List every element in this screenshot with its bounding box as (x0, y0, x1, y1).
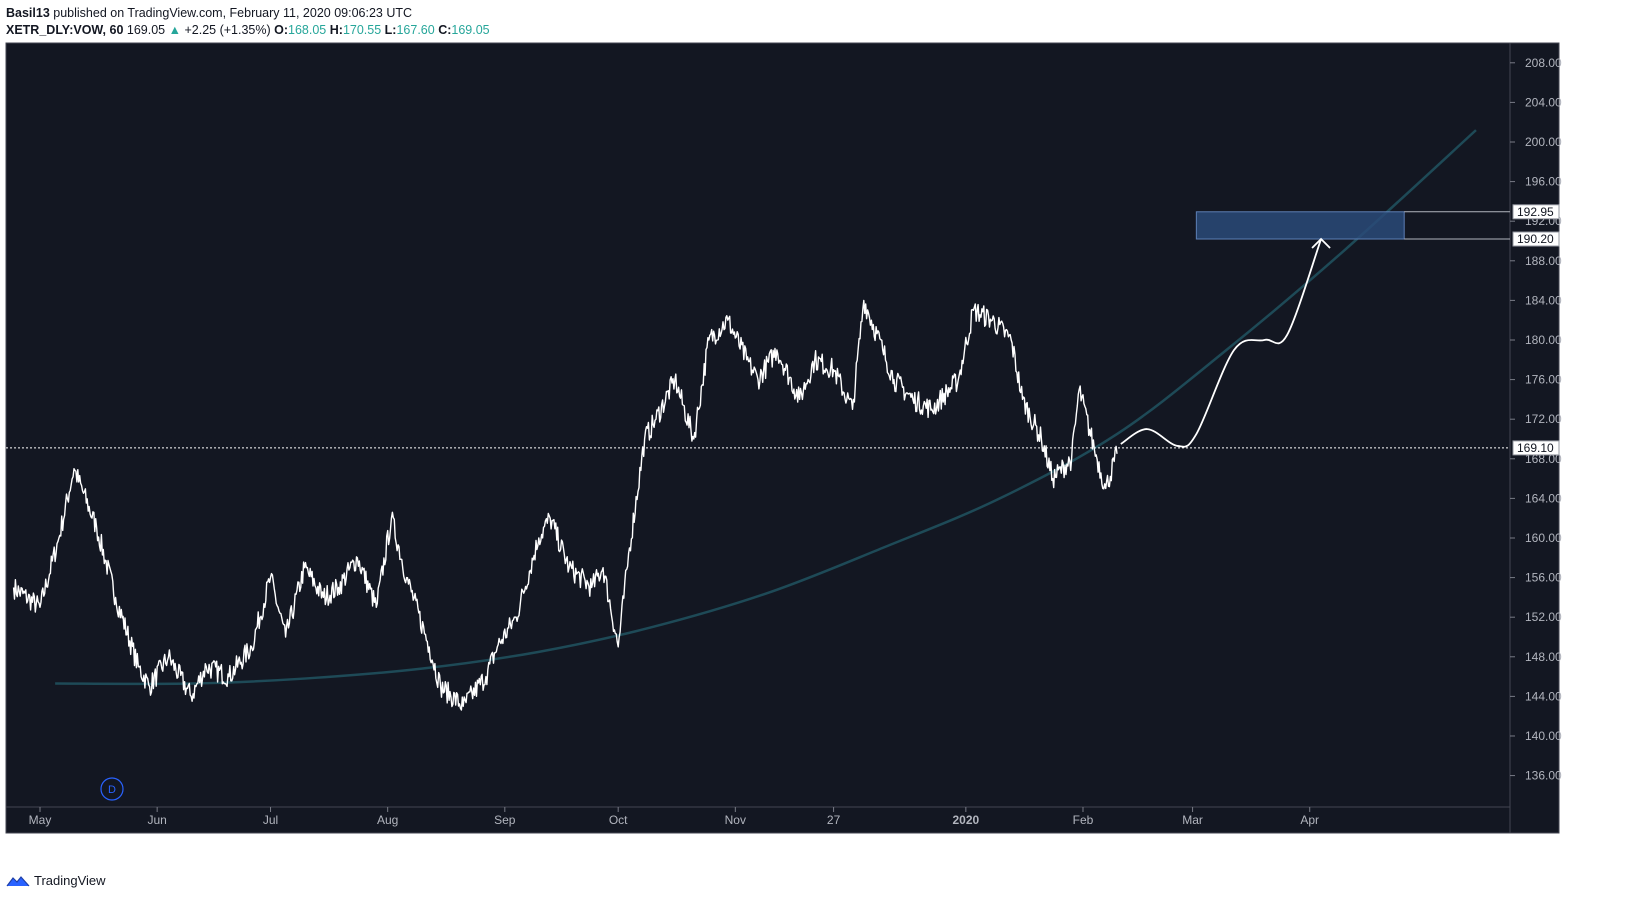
time-axis[interactable]: May Jun Jul Aug Sep Oct Nov 27 2020 Feb Mar Apr (6, 806, 1510, 827)
y-tick-label: 172.00 (1525, 412, 1562, 426)
zone-bottom-label-box (1512, 231, 1560, 247)
close-value: 169.05 (451, 23, 490, 37)
y-tick-label: 184.00 (1525, 293, 1562, 307)
x-tick-label: Apr (1300, 813, 1319, 827)
x-tick-label: 27 (827, 813, 841, 827)
y-tick-label: 156.00 (1525, 571, 1562, 585)
chart-background (5, 42, 1560, 834)
high-label: H: (329, 23, 343, 37)
change-value: +2.25 (+1.35%) (184, 23, 271, 37)
x-tick-label: Nov (725, 813, 746, 827)
x-tick-label: Aug (377, 813, 398, 827)
y-tick-label: 164.00 (1525, 491, 1562, 505)
published-text: published on TradingView.com, February 1… (49, 6, 413, 20)
brand-name: TradingView (34, 873, 106, 888)
price-axis[interactable]: 136.00 140.00 144.00 148.00 152.00 156.00 160.… (1509, 43, 1562, 833)
interval-badge-label: D (108, 784, 116, 796)
high-value: 170.55 (342, 23, 382, 37)
y-tick-label: 208.00 (1525, 56, 1562, 70)
y-tick-label: 148.00 (1525, 650, 1562, 664)
low-label: L: (384, 23, 397, 37)
tradingview-logo-icon (6, 875, 30, 886)
x-tick-label: 2020 (952, 813, 979, 827)
x-tick-label: Jun (147, 813, 166, 827)
zone-top-label-box (1512, 204, 1560, 220)
x-tick-label: Feb (1073, 813, 1094, 827)
symbol-legend: XETR_DLY:VOW, 60 169.05 ▲ +2.25 (+1.35%)… (6, 22, 490, 39)
x-tick-label: Sep (494, 813, 516, 827)
projection-path (1120, 238, 1322, 448)
y-tick-label: 176.00 (1525, 373, 1562, 387)
close-label: C: (438, 23, 452, 37)
zone-bottom-label: 190.20 (1517, 232, 1554, 246)
current-price-label-box (1512, 440, 1560, 456)
zone-top-label: 192.95 (1517, 205, 1554, 219)
footer-brand[interactable]: TradingView (6, 873, 106, 888)
publisher-line: Basil13 published on TradingView.com, Fe… (6, 5, 412, 22)
interval-badge-icon (100, 777, 124, 801)
y-tick-label: 160.00 (1525, 531, 1562, 545)
last-price: 169.05 (126, 23, 166, 37)
projection-arrowhead (1311, 237, 1331, 249)
target-zone (1195, 211, 1405, 240)
x-tick-label: May (29, 813, 52, 827)
y-tick-label: 200.00 (1525, 135, 1562, 149)
symbol-name[interactable]: XETR_DLY:VOW, 60 (6, 23, 124, 37)
open-label: O: (274, 23, 289, 37)
open-value: 168.05 (288, 23, 327, 37)
x-tick-label: Oct (609, 813, 628, 827)
publisher-name[interactable]: Basil13 (6, 6, 50, 20)
y-tick-label: 188.00 (1525, 254, 1562, 268)
y-tick-label: 204.00 (1525, 95, 1562, 109)
y-tick-label: 136.00 (1525, 769, 1562, 783)
y-tick-label: 144.00 (1525, 689, 1562, 703)
x-tick-label: Jul (263, 813, 278, 827)
y-tick-label: 180.00 (1525, 333, 1562, 347)
price-series-line (12, 299, 1118, 711)
x-tick-label: Mar (1182, 813, 1203, 827)
change-arrow-icon: ▲ (168, 23, 181, 37)
overlay-labels: 169.10 192.95 190.20 D (100, 204, 1560, 801)
y-tick-label: 152.00 (1525, 610, 1562, 624)
low-value: 167.60 (396, 23, 435, 37)
y-tick-label: 196.00 (1525, 175, 1562, 189)
current-price-label: 169.10 (1517, 441, 1554, 455)
plot-area (6, 129, 1510, 711)
trend-curve (55, 129, 1477, 686)
y-tick-label: 140.00 (1525, 729, 1562, 743)
